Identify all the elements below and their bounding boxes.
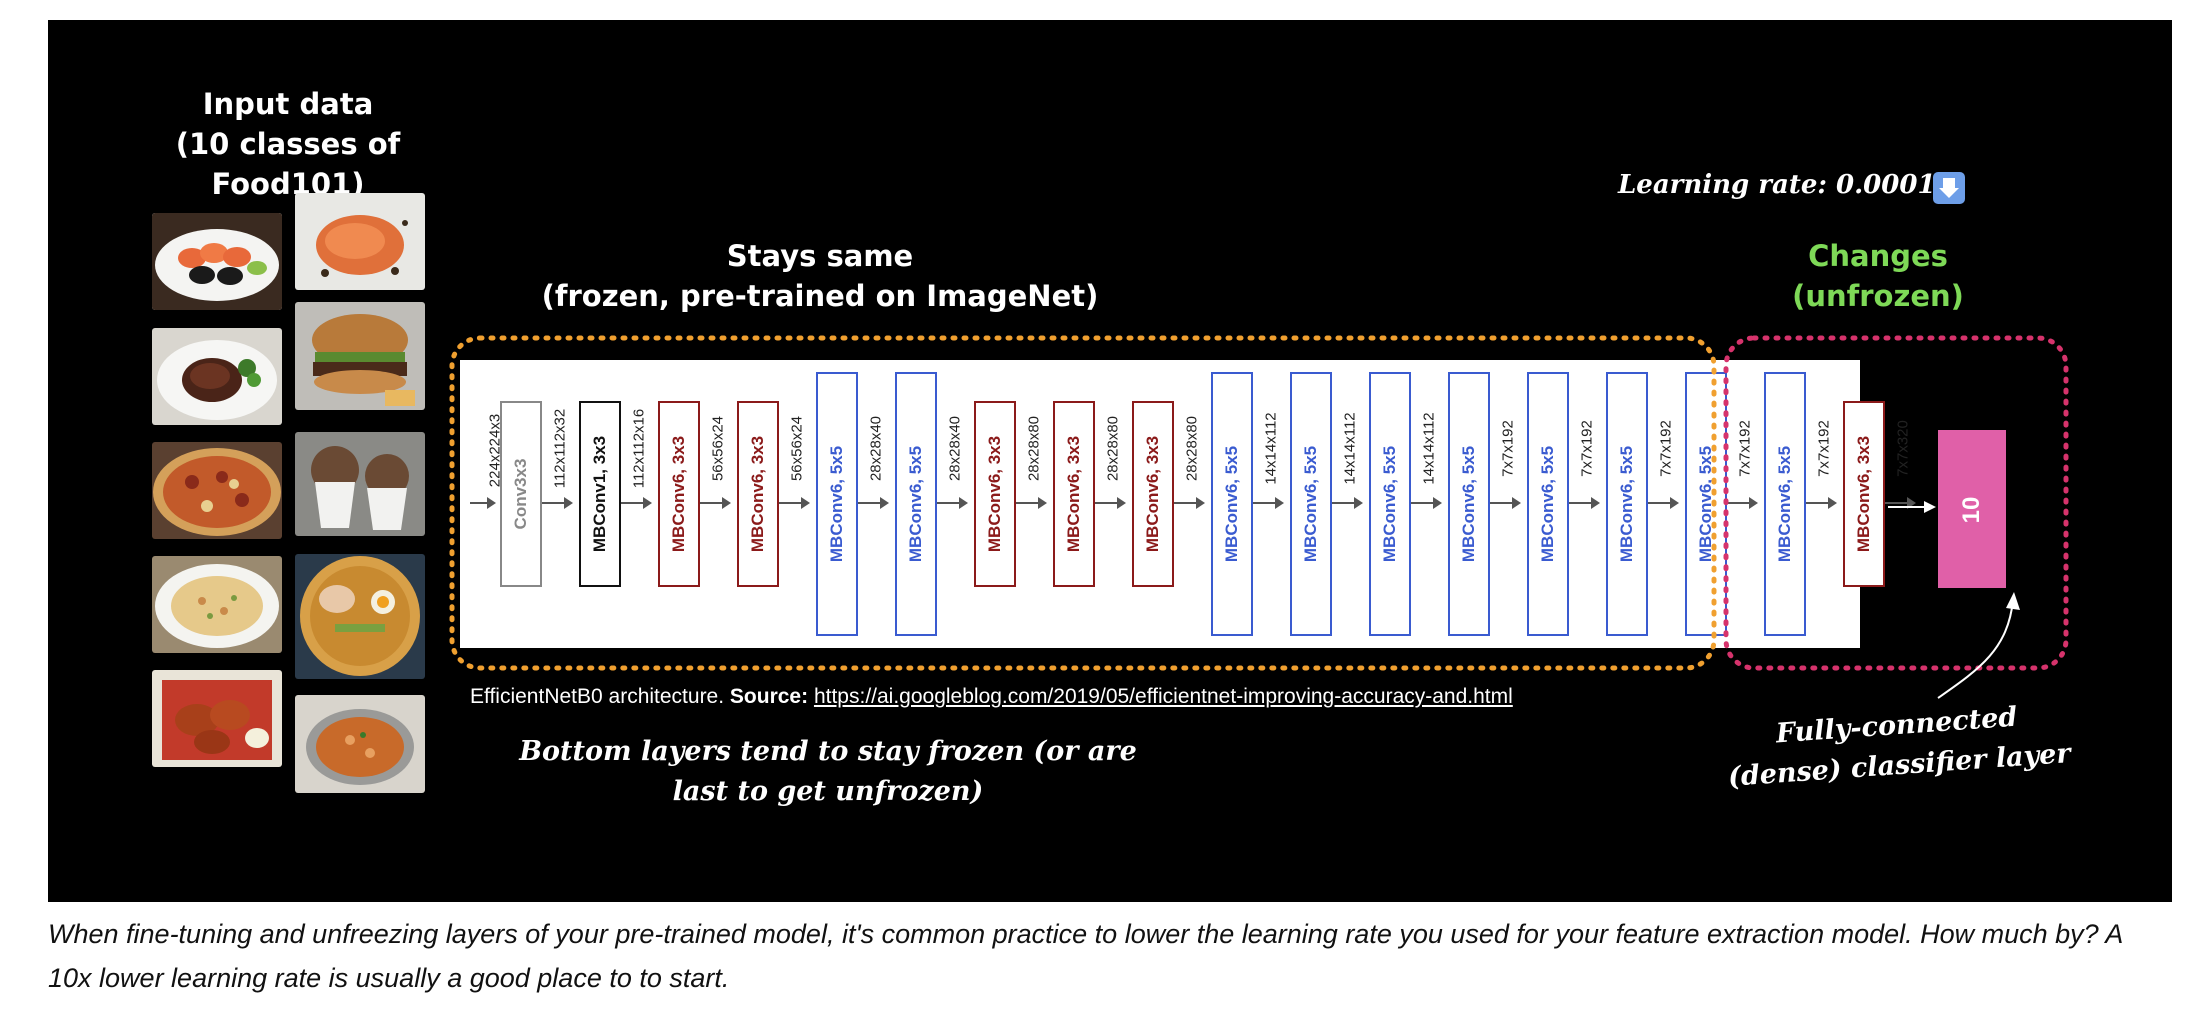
layer-arrow-6 (937, 497, 968, 509)
layer-arrow-10 (1253, 497, 1284, 509)
classifier-layer: 10 (1938, 430, 2006, 588)
unfrozen-section-title: Changes (unfrozen) (1728, 236, 2028, 316)
input-arrow (470, 497, 496, 509)
layer-arrow-7 (1016, 497, 1047, 509)
classifier-note-arrow (1937, 599, 2014, 699)
unfrozen-title-line: Changes (1808, 239, 1948, 273)
source-label: Source: (729, 685, 809, 708)
food-image-chicken-wings (152, 670, 282, 767)
food-image-fried-rice (152, 556, 282, 653)
layer-arrow-15 (1648, 497, 1679, 509)
input-data-title-line: Input data (202, 87, 374, 121)
frozen-title-line: Stays same (726, 239, 914, 273)
figure-caption: When fine-tuning and unfreezing layers o… (48, 919, 2123, 993)
layer-arrow-3 (700, 497, 731, 509)
layer-box-14: MBConv6, 5x5 (1527, 372, 1569, 636)
layer-box-18: MBConv6, 3x3 (1843, 401, 1885, 587)
classifier-output-label: 10 (1958, 496, 1985, 524)
source-prefix: EfficientNetB0 architecture. (470, 685, 725, 708)
layer-box-9: MBConv6, 3x3 (1132, 401, 1174, 587)
unfrozen-region-outline (1723, 335, 2069, 671)
layer-arrow-5 (858, 497, 889, 509)
layer-box-10: MBConv6, 5x5 (1211, 372, 1253, 636)
layer-arrow-18 (1885, 497, 1916, 509)
layer-arrow-2 (621, 497, 652, 509)
layer-box-6: MBConv6, 5x5 (895, 372, 937, 636)
food-image-hamburger (295, 302, 425, 410)
layer-arrow-16 (1727, 497, 1758, 509)
food-image-curry (295, 695, 425, 793)
diagram-figure: Input data (10 classes of Food101) (48, 20, 2172, 902)
bottom-layers-note: Bottom layers tend to stay frozen (or ar… (508, 732, 1148, 812)
classifier-note-arrowhead (2006, 592, 2020, 610)
layer-box-11: MBConv6, 5x5 (1290, 372, 1332, 636)
frozen-region-outline (449, 335, 1717, 671)
food-image-pizza (152, 442, 282, 539)
layer-box-15: MBConv6, 5x5 (1606, 372, 1648, 636)
layer-box-13: MBConv6, 5x5 (1448, 372, 1490, 636)
layer-arrow-9 (1174, 497, 1205, 509)
layer-arrow-14 (1569, 497, 1600, 509)
down-arrow-icon (1933, 172, 1965, 204)
layer-box-4: MBConv6, 3x3 (737, 401, 779, 587)
layer-box-16: MBConv6, 5x5 (1685, 372, 1727, 636)
layer-box-5: MBConv6, 5x5 (816, 372, 858, 636)
layer-box-12: MBConv6, 5x5 (1369, 372, 1411, 636)
frozen-subtitle-line: (frozen, pre-trained on ImageNet) (541, 279, 1099, 313)
classifier-arrow-head (1924, 501, 1936, 513)
food-image-ice-cream (295, 432, 425, 536)
layer-arrow-13 (1490, 497, 1521, 509)
layer-box-8: MBConv6, 3x3 (1053, 401, 1095, 587)
layer-box-1: Conv3x3 (500, 401, 542, 587)
input-data-title: Input data (10 classes of Food101) (118, 84, 458, 204)
efficientnet-architecture: 224x224x3 Conv3x3 112x112x32 MBConv1, 3x3 11… (460, 360, 1916, 648)
layer-box-2: MBConv1, 3x3 (579, 401, 621, 587)
layer-arrow-8 (1095, 497, 1126, 509)
food-image-ramen (295, 554, 425, 679)
region-outlines (449, 335, 2069, 699)
layer-arrow-4 (779, 497, 810, 509)
food-image-sushi (152, 213, 282, 310)
unfrozen-subtitle-line: (unfrozen) (1792, 279, 1964, 313)
frozen-section-title: Stays same (frozen, pre-trained on Image… (460, 236, 1180, 316)
source-link[interactable]: https://ai.googleblog.com/2019/05/effici… (813, 685, 1513, 708)
layer-arrow-1 (542, 497, 573, 509)
source-line: EfficientNetB0 architecture. Source: htt… (470, 685, 1513, 709)
layer-box-7: MBConv6, 3x3 (974, 401, 1016, 587)
learning-rate-label: Learning rate: 0.0001 (1618, 170, 1936, 200)
layer-arrow-12 (1411, 497, 1442, 509)
food-image-salmon (295, 193, 425, 290)
bottom-note-line2: last to get unfrozen) (672, 776, 984, 807)
bottom-note-line1: Bottom layers tend to stay frozen (or ar… (519, 736, 1137, 767)
layer-box-3: MBConv6, 3x3 (658, 401, 700, 587)
food-image-steak (152, 328, 282, 425)
layer-arrow-11 (1332, 497, 1363, 509)
layer-arrow-17 (1806, 497, 1837, 509)
layer-box-17: MBConv6, 5x5 (1764, 372, 1806, 636)
